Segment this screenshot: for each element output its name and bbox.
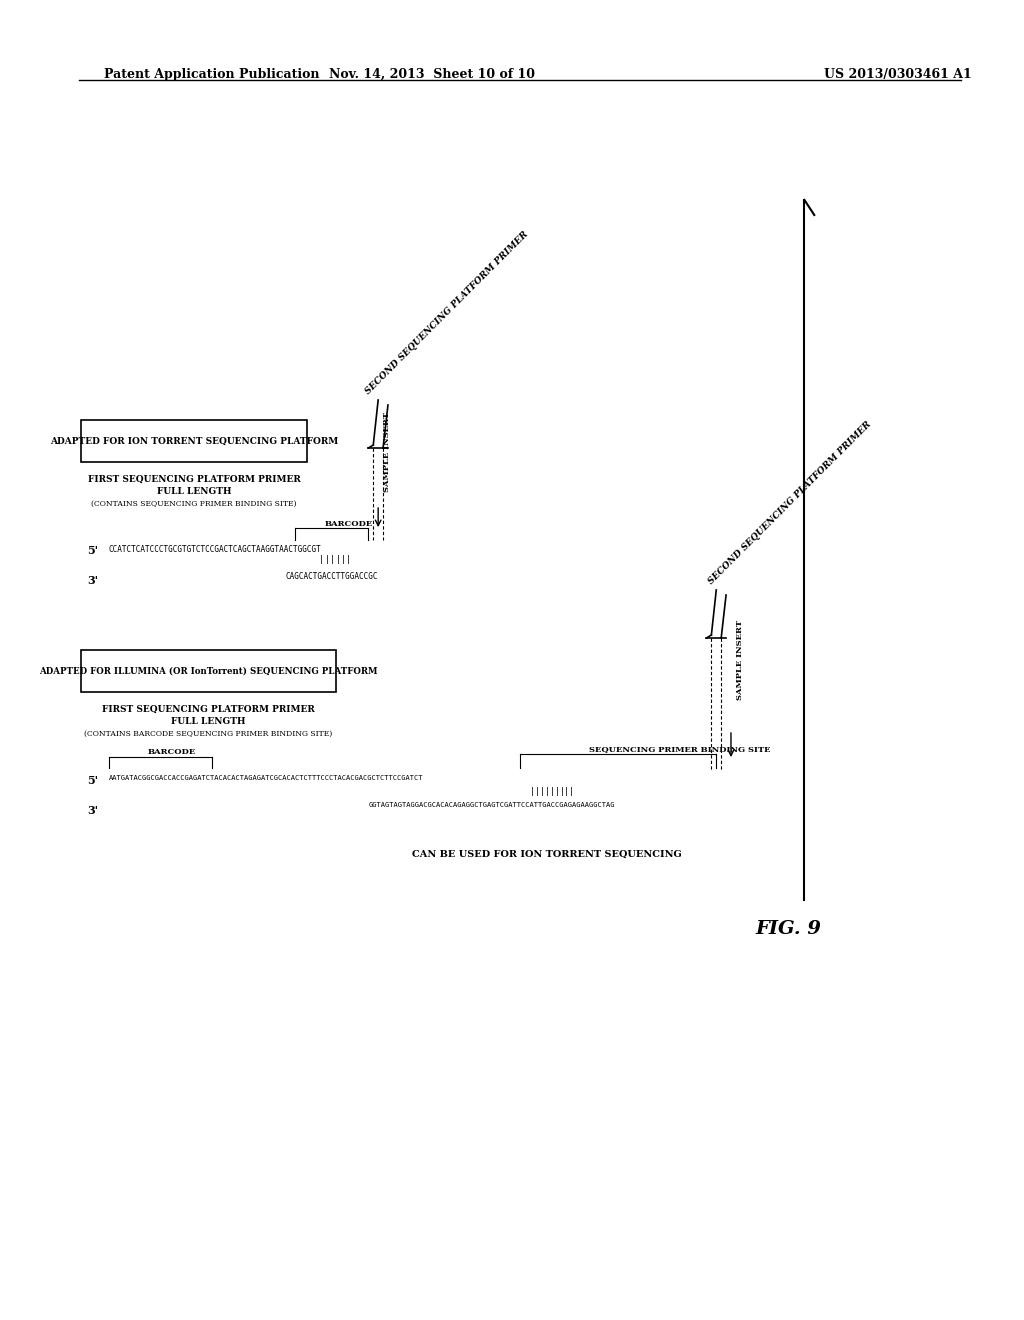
Text: |: | [550, 787, 555, 796]
Text: |: | [559, 787, 564, 796]
Text: 3': 3' [87, 576, 98, 586]
Text: |: | [341, 554, 346, 564]
Text: |: | [530, 787, 536, 796]
Text: FULL LENGTH: FULL LENGTH [157, 487, 231, 496]
Text: CCATCTCATCCCTGCGTGTCTCCGACTCAGCTAAGGTAACTGGCGT: CCATCTCATCCCTGCGTGTCTCCGACTCAGCTAAGGTAAC… [109, 545, 322, 554]
Text: Patent Application Publication: Patent Application Publication [103, 69, 319, 81]
Text: CAGCACTGACCTTGGACCGC: CAGCACTGACCTTGGACCGC [285, 572, 378, 581]
Text: SEQUENCING PRIMER BINDING SITE: SEQUENCING PRIMER BINDING SITE [589, 744, 770, 752]
Text: CAN BE USED FOR ION TORRENT SEQUENCING: CAN BE USED FOR ION TORRENT SEQUENCING [413, 850, 682, 859]
Text: |: | [569, 787, 574, 796]
Text: SECOND SEQUENCING PLATFORM PRIMER: SECOND SEQUENCING PLATFORM PRIMER [707, 420, 872, 586]
FancyBboxPatch shape [81, 420, 306, 462]
FancyBboxPatch shape [81, 649, 336, 692]
Text: (CONTAINS SEQUENCING PRIMER BINDING SITE): (CONTAINS SEQUENCING PRIMER BINDING SITE… [91, 500, 297, 508]
Text: 5': 5' [87, 775, 98, 785]
Text: AATGATACGGCGACCACCGAGATCTACACACTAGAGATCGCACACTCTTTCCCTACACGACGCTCTTCCGATCT: AATGATACGGCGACCACCGAGATCTACACACTAGAGATCG… [109, 775, 423, 781]
Text: |: | [545, 787, 550, 796]
Text: BARCODE: BARCODE [325, 520, 373, 528]
Text: |: | [540, 787, 545, 796]
Text: Nov. 14, 2013  Sheet 10 of 10: Nov. 14, 2013 Sheet 10 of 10 [329, 69, 536, 81]
Text: SAMPLE INSERT: SAMPLE INSERT [736, 620, 743, 700]
Text: |: | [346, 554, 351, 564]
Text: FIRST SEQUENCING PLATFORM PRIMER: FIRST SEQUENCING PLATFORM PRIMER [87, 475, 300, 484]
Text: US 2013/0303461 A1: US 2013/0303461 A1 [824, 69, 972, 81]
Text: GGTAGTAGTAGGACGCACACAGAGGCTGAGTCGATTCCATTGACCGAGAGAAGGCTAG: GGTAGTAGTAGGACGCACACAGAGGCTGAGTCGATTCCAT… [369, 803, 614, 808]
Text: (CONTAINS BARCODE SEQUENCING PRIMER BINDING SITE): (CONTAINS BARCODE SEQUENCING PRIMER BIND… [85, 730, 333, 738]
Text: |: | [330, 554, 335, 564]
Text: |: | [564, 787, 569, 796]
Text: SECOND SEQUENCING PLATFORM PRIMER: SECOND SEQUENCING PLATFORM PRIMER [364, 230, 529, 396]
Text: |: | [325, 554, 330, 564]
Text: ADAPTED FOR ION TORRENT SEQUENCING PLATFORM: ADAPTED FOR ION TORRENT SEQUENCING PLATF… [50, 437, 338, 446]
Text: |: | [319, 554, 325, 564]
Text: |: | [336, 554, 341, 564]
Text: 3': 3' [87, 805, 98, 816]
Text: |: | [535, 787, 540, 796]
Text: 5': 5' [87, 545, 98, 556]
Text: SAMPLE INSERT: SAMPLE INSERT [383, 412, 391, 492]
Text: |: | [555, 787, 559, 796]
Text: ADAPTED FOR ILLUMINA (OR IonTorrent) SEQUENCING PLATFORM: ADAPTED FOR ILLUMINA (OR IonTorrent) SEQ… [39, 667, 378, 676]
Text: BARCODE: BARCODE [147, 748, 197, 756]
Text: FULL LENGTH: FULL LENGTH [171, 717, 246, 726]
Text: FIG. 9: FIG. 9 [756, 920, 821, 939]
Text: FIRST SEQUENCING PLATFORM PRIMER: FIRST SEQUENCING PLATFORM PRIMER [102, 705, 315, 714]
